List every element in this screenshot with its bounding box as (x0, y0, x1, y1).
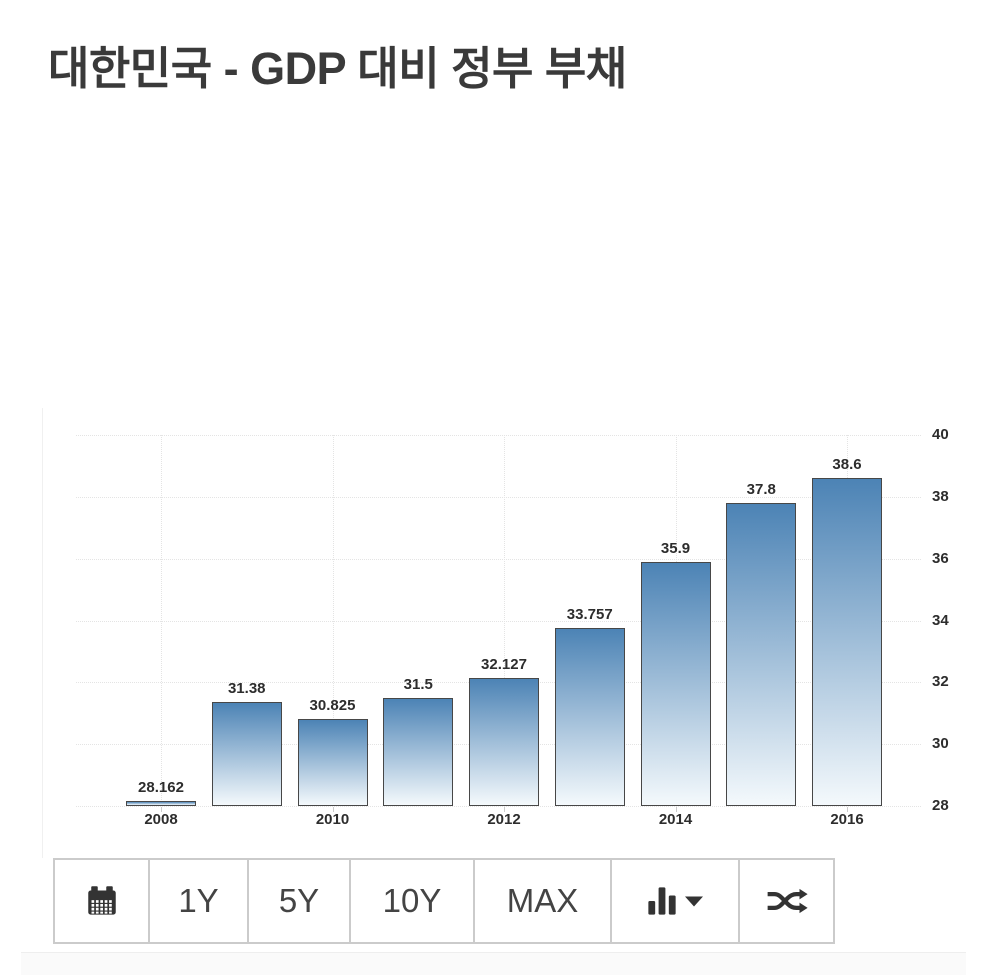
range-10y-label: 10Y (382, 882, 442, 919)
bar-2013[interactable] (554, 628, 625, 806)
x-axis-tick (332, 807, 334, 812)
y-gridline (76, 806, 921, 807)
range-max-label: MAX (506, 882, 579, 919)
y-gridline (76, 558, 921, 560)
x-axis-label: 2014 (658, 811, 693, 828)
y-gridline (76, 496, 921, 498)
y-gridline (76, 620, 921, 622)
y-axis-label: 28 (932, 797, 949, 814)
bar-chart-icon (648, 887, 676, 915)
bar-value-label: 28.162 (138, 778, 184, 796)
bar-value-label: 35.9 (660, 539, 691, 557)
bar-2009[interactable] (211, 701, 282, 806)
bar-2011[interactable] (383, 697, 454, 806)
bar-value-label: 37.8 (746, 481, 776, 499)
chart-panel: 28 30 32 34 36 38 40 2008 2010 2012 2014 2016 28.162… (42, 408, 959, 858)
y-axis-label: 36 (932, 549, 949, 567)
y-axis-label: 30 (932, 735, 949, 753)
caret-down-icon (685, 896, 703, 906)
calendar-button[interactable] (55, 860, 150, 942)
chart-toolbar: 1Y 5Y 10Y MAX (53, 858, 835, 944)
x-axis-label: 2016 (830, 811, 864, 828)
x-axis-tick (504, 807, 505, 812)
bar-2014[interactable] (640, 561, 711, 806)
chart-type-button[interactable] (612, 860, 740, 942)
x-axis-label: 2008 (144, 811, 178, 828)
x-gridline (332, 435, 334, 806)
chart-type-group (647, 884, 703, 918)
range-1y-button[interactable]: 1Y (150, 860, 249, 942)
range-max-button[interactable]: MAX (475, 860, 612, 942)
x-axis-label: 2010 (315, 811, 350, 828)
y-axis-label: 34 (932, 611, 949, 629)
bar-2012[interactable] (469, 678, 539, 806)
bar-value-label: 32.127 (481, 656, 527, 674)
range-5y-label: 5Y (278, 882, 320, 919)
bar-value-label: 30.825 (309, 696, 356, 714)
bar-value-label: 31.38 (227, 679, 266, 697)
shuffle-icon (767, 888, 808, 914)
x-gridline (161, 435, 162, 806)
y-axis-label: 38 (932, 487, 949, 505)
x-axis-tick (161, 807, 162, 812)
y-axis-label: 32 (932, 673, 949, 691)
bar-value-label: 33.757 (566, 606, 613, 623)
bar-2016[interactable] (812, 478, 882, 806)
x-gridline (504, 435, 505, 806)
page-footer-strip (21, 952, 966, 975)
y-axis-label: 40 (932, 426, 949, 443)
compare-button[interactable] (740, 860, 833, 942)
range-10y-button[interactable]: 10Y (351, 860, 475, 942)
calendar-icon (87, 886, 116, 915)
range-1y-label: 1Y (178, 882, 219, 919)
y-gridline (76, 435, 921, 436)
bar-value-label: 31.5 (403, 675, 433, 693)
x-axis-label: 2012 (487, 811, 521, 828)
bar-2010[interactable] (297, 718, 368, 806)
x-axis-tick (847, 807, 848, 812)
bar-2015[interactable] (726, 503, 797, 806)
x-axis-tick (675, 807, 677, 812)
bar-value-label: 38.6 (832, 456, 862, 474)
bar-2008[interactable] (126, 800, 196, 806)
range-5y-button[interactable]: 5Y (249, 860, 351, 942)
page-title: 대한민국 - GDP 대비 정부 부채 (48, 43, 627, 95)
